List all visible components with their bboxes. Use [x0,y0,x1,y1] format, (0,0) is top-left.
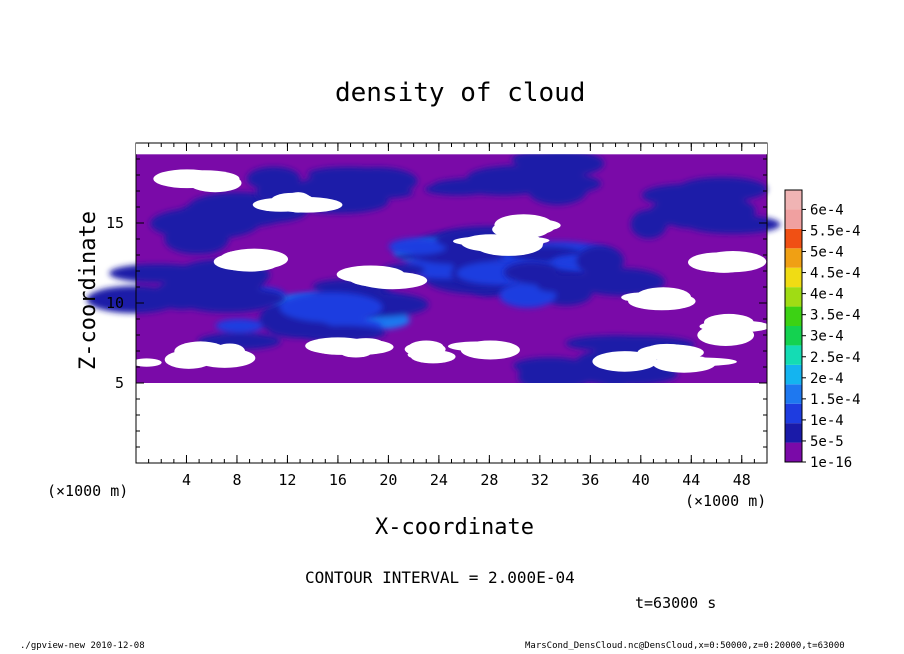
colorbar-cell [785,326,802,346]
x-unit-label: (×1000 m) [685,492,767,510]
y-tick-label: 10 [106,294,124,312]
colorbar-cell [785,228,802,249]
colorbar-label: 3e-4 [810,329,844,345]
cloud-gap [153,169,221,189]
y-axis-label: Z-coordinate [76,211,101,370]
cloud-blob [630,209,667,239]
x-tick-label: 28 [480,471,498,489]
colorbar-label: 5.5e-4 [810,223,861,239]
contour-interval: CONTOUR INTERVAL = 2.000E-04 [305,568,575,587]
cloud-blob [279,292,383,323]
colorbar-cell [785,209,802,229]
colorbar-cell [785,442,802,462]
cloud-patch [86,259,285,314]
cloud-gap [494,214,553,236]
cloud-blob [388,238,447,255]
x-axis-label: X-coordinate [375,515,534,540]
x-tick-label: 16 [329,471,347,489]
cloud-blob [576,245,624,277]
top-margin [136,143,767,155]
colorbar-label: 1e-16 [810,455,852,471]
cloud-gap [474,233,543,256]
cloud-blob [298,322,336,340]
cloud-gap [171,353,218,366]
colorbar-cell [785,267,802,288]
cloud-gap [407,349,451,361]
colorbar-cell [785,345,802,365]
x-tick-label: 32 [531,471,549,489]
cloud-blob [424,182,492,196]
cloud-blob [177,287,278,313]
cloud-gap [214,343,246,360]
colorbar-label: 5e-5 [810,434,844,450]
footer-left: ./gpview-new 2010-12-08 [20,641,145,651]
colorbar-label: 2.5e-4 [810,350,861,366]
colorbar-label: 1e-4 [810,413,844,429]
colorbar-cell [785,306,802,326]
x-tick-label: 36 [581,471,599,489]
x-tick-label: 4 [182,471,191,489]
y-tick-label: 5 [115,374,124,392]
time-label: t=63000 s [635,594,717,612]
cloud-blob [621,367,663,385]
x-tick-label: 48 [733,471,751,489]
cloud-gap [447,341,504,352]
x-tick-label: 12 [278,471,296,489]
cloud-blob [686,215,781,234]
cloud-blob [511,151,562,168]
cloud-gap [653,355,716,373]
colorbar-cell [785,364,802,385]
cloud-blob [298,173,396,200]
colorbar-label: 2e-4 [810,371,844,387]
cloud-patch [630,177,781,239]
cloud-gap [131,358,162,367]
colorbar-cell [785,384,802,404]
colorbar-label: 4.5e-4 [810,266,861,282]
cloud-blob [518,364,562,389]
x-tick-label: 40 [632,471,650,489]
cloud-blob [537,280,574,293]
cloud-gap [213,253,264,271]
x-tick-label: 24 [430,471,448,489]
colorbar-label: 4e-4 [810,287,844,303]
cloud-gap [704,313,754,331]
colorbar-frame [784,189,803,463]
y-tick-label: 15 [106,214,124,232]
colorbar-label: 5e-4 [810,245,844,261]
cloud-patch [424,149,604,205]
x-tick-label: 44 [682,471,700,489]
x-tick-label: 20 [379,471,397,489]
cloud-gap [648,343,685,353]
cloud-gap [321,345,363,355]
colorbar-label: 6e-4 [810,202,844,218]
colorbar-cell [785,287,802,307]
cloud-blob [164,224,227,254]
footer-right: MarsCond_DensCloud.nc@DensCloud,x=0:5000… [525,641,845,651]
x-tick-label: 8 [232,471,241,489]
cloud-gap [699,251,767,273]
cloud-blob [527,174,588,205]
colorbar-cell [785,190,802,210]
chart-title: density of cloud [335,78,586,108]
colorbar-cell [785,403,802,424]
cloud-free-region [136,383,767,463]
cloud-gap [592,351,657,372]
cloud-blob [215,318,264,333]
colorbar-cell [785,248,802,268]
cloud-patch [499,245,665,308]
cloud-gap [357,271,428,290]
colorbar-label: 3.5e-4 [810,308,861,324]
colorbar-cell [785,423,802,443]
y-unit-label: (×1000 m) [47,482,129,500]
cloud-gap [632,293,656,309]
colorbar-label: 1.5e-4 [810,392,861,408]
cloud-blob [676,177,768,202]
cloud-gap [256,199,303,209]
